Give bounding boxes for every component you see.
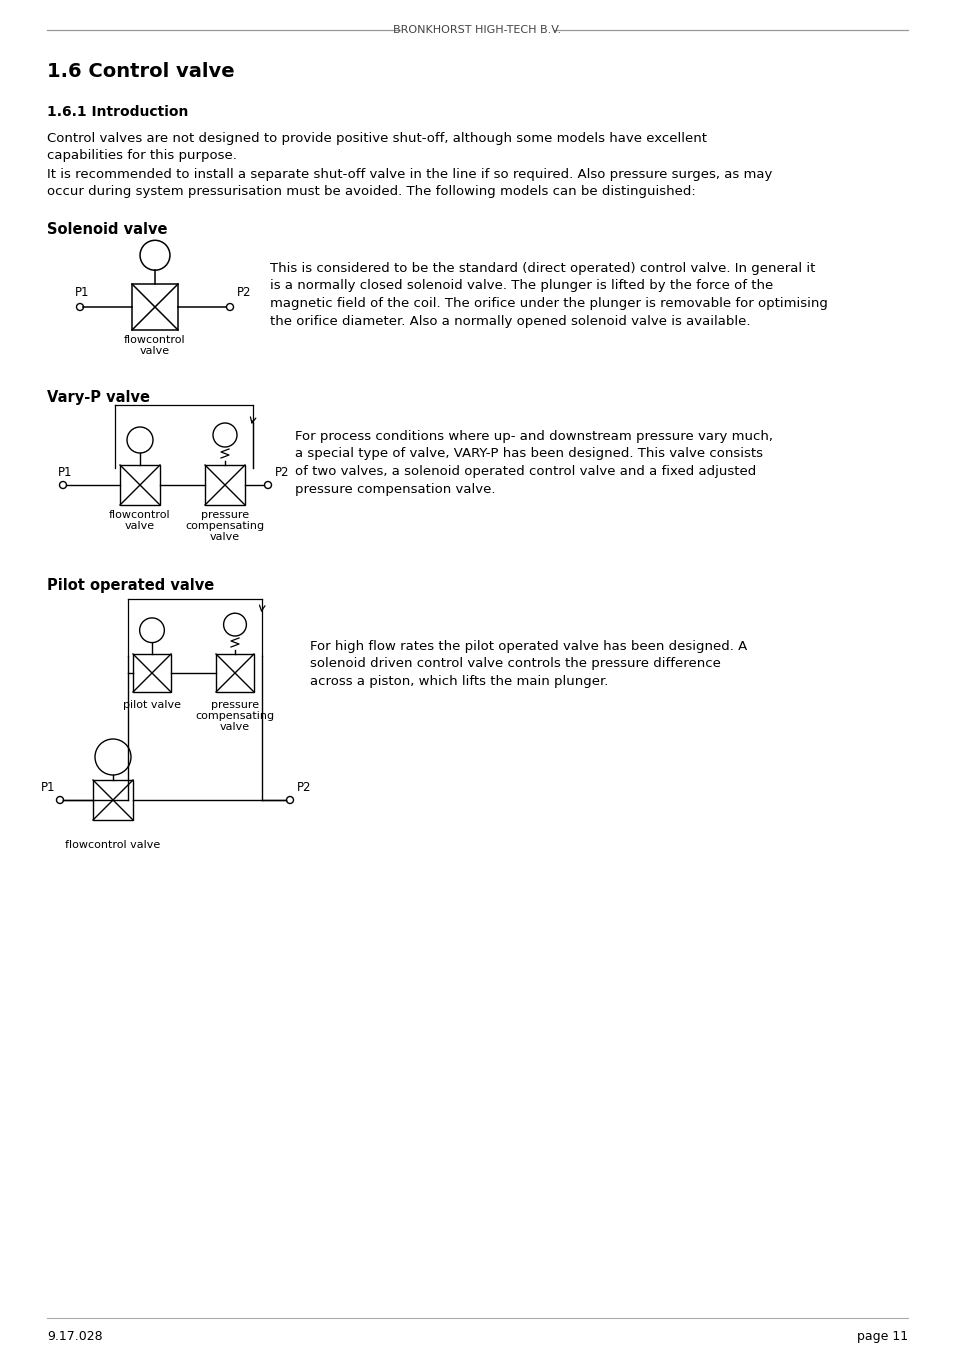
Bar	[120, 464, 160, 505]
Text: P2: P2	[274, 466, 289, 479]
Text: BRONKHORST HIGH-TECH B.V.: BRONKHORST HIGH-TECH B.V.	[393, 26, 560, 35]
Bar	[132, 284, 178, 329]
Text: For high flow rates the pilot operated valve has been designed. A
solenoid drive: For high flow rates the pilot operated v…	[310, 640, 746, 688]
Text: valve: valve	[210, 532, 240, 541]
Text: 1.6 Control valve: 1.6 Control valve	[47, 62, 234, 81]
Text: flowcontrol valve: flowcontrol valve	[66, 840, 160, 850]
Text: valve: valve	[220, 722, 250, 732]
Text: compensating: compensating	[195, 711, 274, 721]
Text: Solenoid valve: Solenoid valve	[47, 221, 168, 238]
Bar	[132, 653, 171, 693]
Text: valve: valve	[125, 521, 155, 531]
Text: P2: P2	[236, 286, 252, 298]
Text: pressure: pressure	[201, 510, 249, 520]
Text: Vary-P valve: Vary-P valve	[47, 390, 150, 405]
Text: For process conditions where up- and downstream pressure vary much,
a special ty: For process conditions where up- and dow…	[294, 431, 772, 495]
Text: P1: P1	[75, 286, 90, 298]
Text: Control valves are not designed to provide positive shut-off, although some mode: Control valves are not designed to provi…	[47, 132, 706, 162]
Bar	[215, 653, 253, 693]
Text: flowcontrol: flowcontrol	[124, 335, 186, 346]
Text: It is recommended to install a separate shut-off valve in the line if so require: It is recommended to install a separate …	[47, 167, 772, 198]
Text: flowcontrol: flowcontrol	[109, 510, 171, 520]
Bar	[92, 780, 132, 819]
Text: pressure: pressure	[211, 701, 259, 710]
Text: P1: P1	[58, 466, 72, 479]
Text: P1: P1	[40, 782, 55, 794]
Text: 1.6.1 Introduction: 1.6.1 Introduction	[47, 105, 188, 119]
Text: Pilot operated valve: Pilot operated valve	[47, 578, 214, 593]
Text: This is considered to be the standard (direct operated) control valve. In genera: This is considered to be the standard (d…	[270, 262, 827, 328]
Bar	[205, 464, 245, 505]
Text: page 11: page 11	[856, 1330, 907, 1343]
Text: valve: valve	[140, 346, 170, 356]
Text: pilot valve: pilot valve	[123, 701, 181, 710]
Text: 9.17.028: 9.17.028	[47, 1330, 103, 1343]
Text: compensating: compensating	[185, 521, 264, 531]
Text: P2: P2	[296, 782, 312, 794]
